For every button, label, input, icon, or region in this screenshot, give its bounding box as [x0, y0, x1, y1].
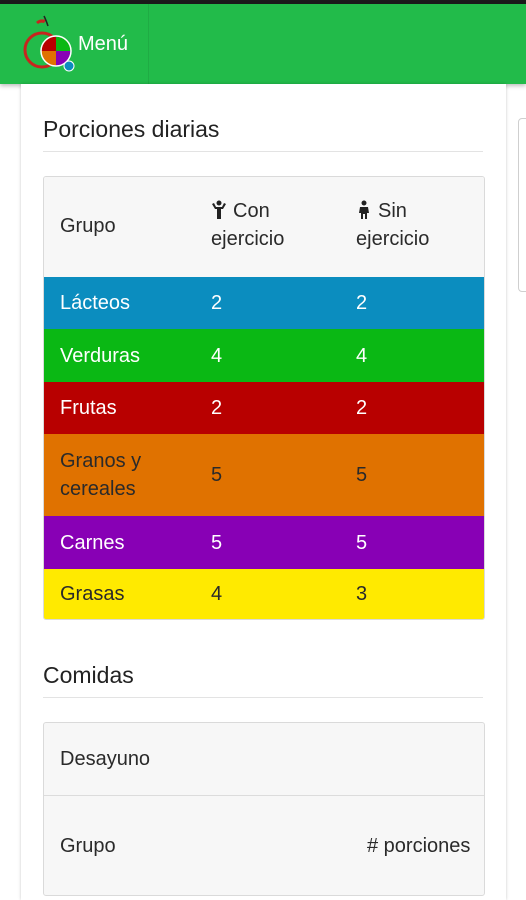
header-grupo: Grupo [60, 835, 116, 857]
table-row-carnes: Carnes 5 5 [44, 516, 484, 569]
side-panel-edge [518, 118, 526, 292]
person-standing-icon [359, 200, 369, 219]
header-con-ejercicio: Con ejercicio [211, 197, 306, 253]
row-grupo: Verduras [60, 344, 141, 367]
header-sin-label: Sin ejercicio [356, 200, 430, 250]
row-con: 4 [211, 583, 223, 605]
header-porciones: # porciones [367, 835, 471, 857]
person-exercise-icon [212, 200, 226, 219]
row-con: 5 [211, 531, 223, 554]
porciones-table: Grupo Con ejercicio Sin ejercicio Lácteo… [43, 176, 485, 620]
menu-label: Menú [78, 32, 129, 55]
row-sin: 4 [356, 344, 368, 367]
row-con: 5 [211, 464, 223, 486]
comidas-table: Desayuno Grupo # porciones [43, 722, 485, 896]
comidas-title: Comidas [43, 662, 483, 698]
row-grupo: Lácteos [60, 292, 131, 314]
row-grupo: Carnes [60, 531, 125, 554]
row-sin: 2 [356, 292, 368, 314]
row-grupo: Granos y cereales [60, 450, 142, 500]
navbar-divider [148, 4, 149, 84]
food-plate-logo-icon [23, 15, 75, 72]
row-grupo: Grasas [60, 583, 125, 605]
header-sin-ejercicio: Sin ejercicio [356, 197, 451, 253]
row-con: 2 [211, 292, 223, 314]
content-panel: Porciones diarias Grupo Con ejercicio Si… [21, 84, 506, 900]
header-con-label: Con ejercicio [211, 200, 285, 250]
table-row-frutas: Frutas 2 2 [44, 382, 484, 434]
status-bar [0, 0, 526, 4]
row-sin: 5 [356, 464, 368, 486]
top-navbar: Menú [0, 4, 526, 84]
row-con: 2 [211, 397, 223, 419]
menu-button[interactable]: Menú [22, 14, 128, 74]
table-row-granos: Granos y cereales 5 5 [44, 434, 484, 516]
row-con: 4 [211, 344, 223, 367]
table-row-grasas: Grasas 4 3 [44, 569, 484, 619]
row-sin: 5 [356, 531, 368, 554]
table-row-verduras: Verduras 4 4 [44, 329, 484, 382]
porciones-title: Porciones diarias [43, 116, 483, 152]
row-sin: 3 [356, 583, 368, 605]
meal-row-desayuno: Desayuno [44, 723, 484, 795]
comidas-header-row: Grupo # porciones [44, 795, 484, 895]
meal-name: Desayuno [60, 748, 151, 770]
row-sin: 2 [356, 397, 368, 419]
row-grupo: Frutas [60, 397, 117, 419]
porciones-header-row: Grupo Con ejercicio Sin ejercicio [44, 177, 484, 277]
header-grupo: Grupo [60, 215, 116, 237]
table-row-lacteos: Lácteos 2 2 [44, 277, 484, 329]
